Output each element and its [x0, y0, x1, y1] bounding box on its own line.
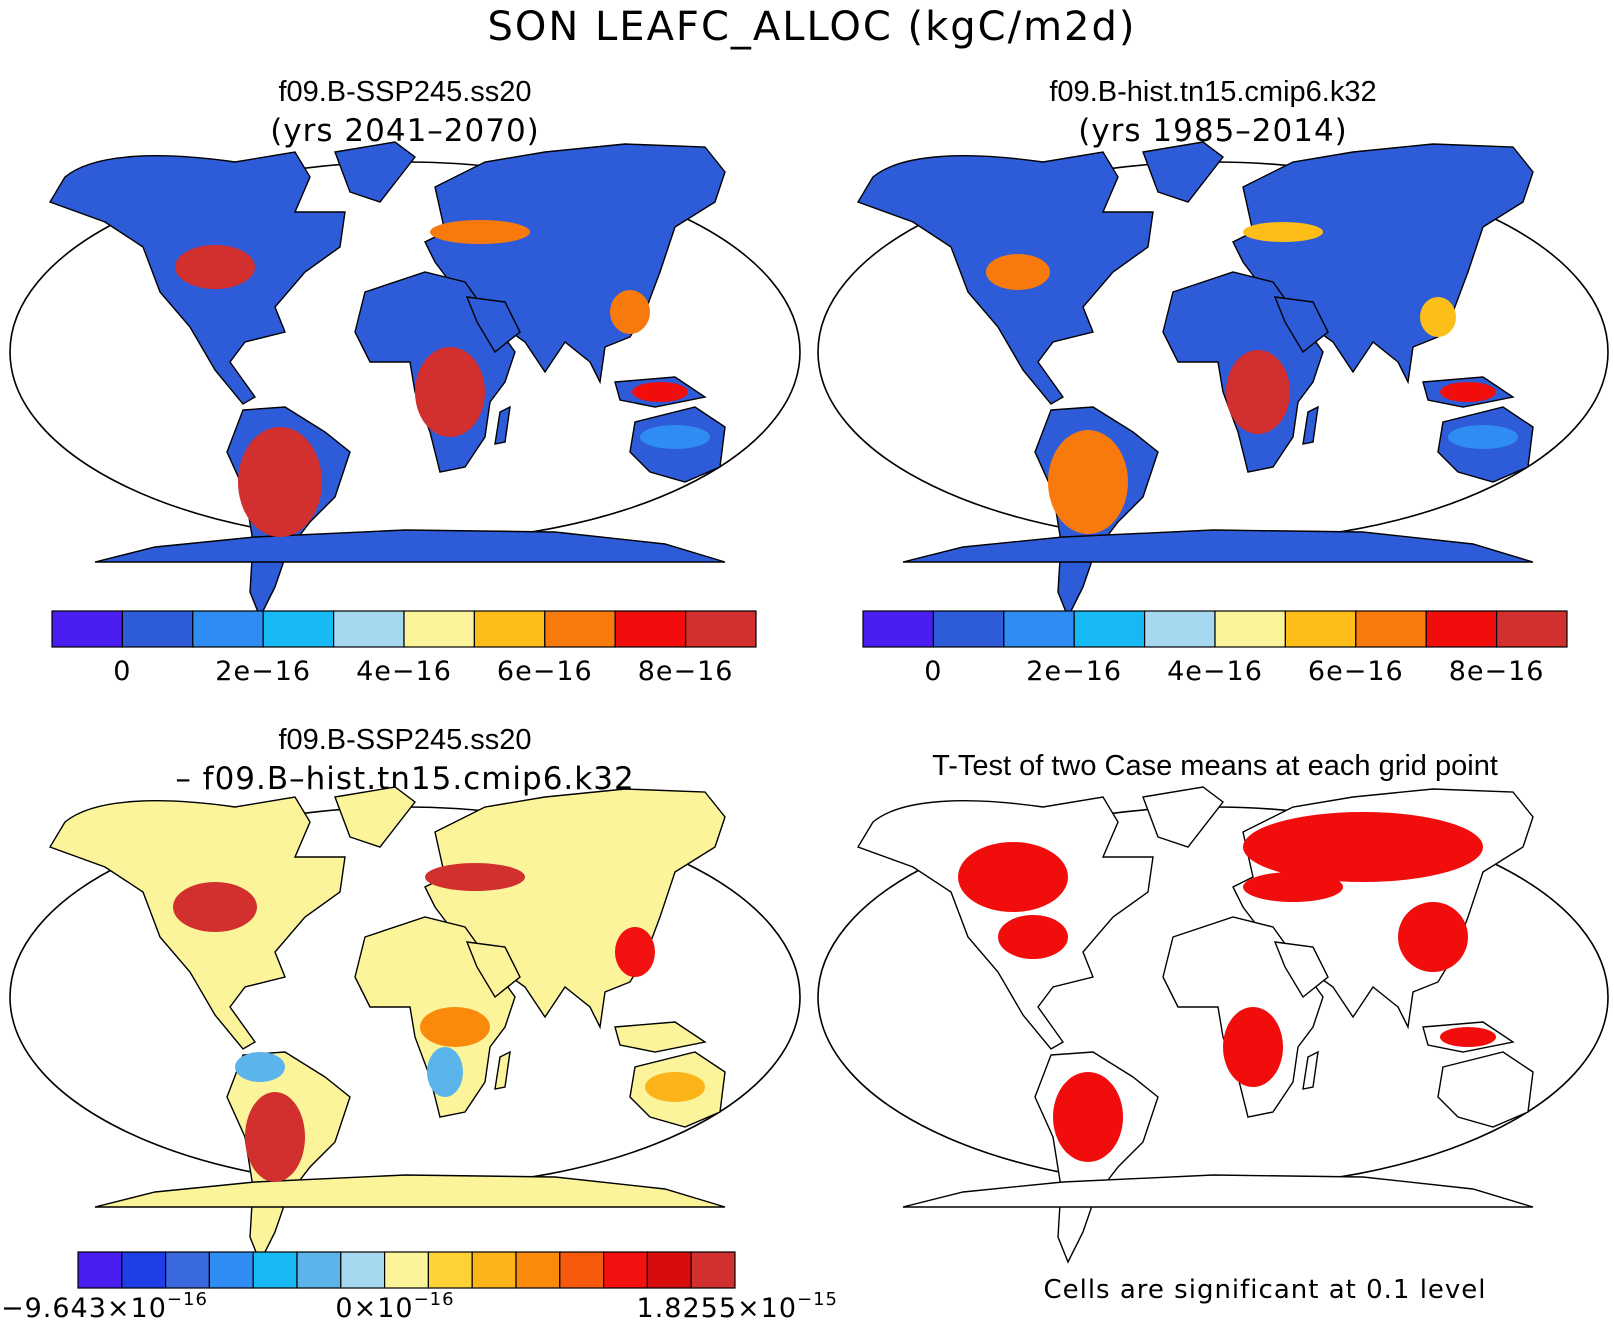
panel-subtitle: (yrs 1985–2014)	[1078, 113, 1348, 149]
colorbar-tick-label: 4e−16	[356, 656, 452, 687]
colorbar-top-left: 0 2e−16 4e−16 6e−16 8e−16	[51, 610, 757, 687]
colorbar-swatch	[262, 610, 335, 648]
colorbar-label-max: 1.8255×10−15	[637, 1289, 838, 1324]
colorbar-swatch	[1495, 610, 1568, 648]
colorbar-swatch	[1284, 610, 1357, 648]
colorbar-swatch	[614, 610, 687, 648]
colorbar-tick-label: 8e−16	[638, 656, 734, 687]
colorbar-swatch	[1003, 610, 1075, 648]
colorbar-swatch	[473, 610, 546, 648]
colorbar-swatch	[192, 610, 264, 648]
figure-title: SON LEAFC_ALLOC (kgC/m2d)	[488, 4, 1137, 50]
colorbar-swatch	[384, 1251, 430, 1289]
colorbar-swatch	[471, 1251, 517, 1289]
panel-title: T-Test of two Case means at each grid po…	[932, 750, 1498, 782]
colorbar-swatch	[932, 610, 1005, 648]
panel-subtitle: (yrs 2041–2070)	[270, 113, 540, 149]
map	[9, 786, 801, 1263]
colorbar-swatch	[208, 1251, 254, 1289]
colorbar-swatch	[252, 1251, 298, 1289]
map	[817, 786, 1609, 1263]
map	[817, 141, 1609, 618]
panel-title: f09.B-SSP245.ss20	[278, 76, 531, 108]
map	[9, 141, 801, 618]
colorbar-labels-bottom-left: −9.643×10−16 0×10−16 1.8255×10−15	[1, 1289, 838, 1324]
colorbar-swatch	[559, 1251, 605, 1289]
colorbar-label-mid: 0×10−16	[335, 1289, 454, 1324]
panel-top-right: f09.B-hist.tn15.cmip6.k32 (yrs 1985–2014…	[817, 76, 1609, 618]
colorbar-swatch	[544, 610, 616, 648]
colorbar-swatch	[333, 610, 405, 648]
colorbar-swatch	[684, 610, 757, 648]
change-regions	[173, 863, 705, 1182]
significant-cells	[958, 812, 1496, 1162]
colorbar-swatch	[77, 1251, 123, 1289]
colorbar-swatch	[403, 610, 476, 648]
colorbar-bottom-left	[77, 1251, 736, 1289]
colorbar-swatch	[165, 1251, 211, 1289]
colorbar-tick-label: 2e−16	[1026, 656, 1122, 687]
colorbar-swatch	[51, 610, 124, 648]
panel-bottom-right: T-Test of two Case means at each grid po…	[817, 750, 1609, 1263]
colorbar-tick-label: 2e−16	[215, 656, 311, 687]
panel-title: f09.B-hist.tn15.cmip6.k32	[1049, 76, 1376, 108]
colorbar-tick-label: 0	[113, 656, 131, 687]
colorbar-swatch	[646, 1251, 692, 1289]
colorbar-swatch	[427, 1251, 473, 1289]
colorbar-swatch	[340, 1251, 386, 1289]
colorbar-swatch	[1143, 610, 1216, 648]
panel-title: f09.B-SSP245.ss20	[278, 724, 531, 756]
colorbar-tick-label: 0	[924, 656, 942, 687]
significance-note: Cells are significant at 0.1 level	[1043, 1275, 1486, 1305]
colorbar-tick-label: 6e−16	[1308, 656, 1404, 687]
colorbar-swatch	[1425, 610, 1498, 648]
colorbar-swatch	[121, 610, 194, 648]
colorbar-swatch	[1355, 610, 1427, 648]
panel-top-left: f09.B-SSP245.ss20 (yrs 2041–2070)	[9, 76, 801, 618]
colorbar-swatch	[1214, 610, 1287, 648]
colorbar-swatch	[690, 1251, 736, 1289]
colorbar-tick-label: 4e−16	[1167, 656, 1263, 687]
colorbar-tick-label: 8e−16	[1449, 656, 1545, 687]
colorbar-tick-label: 6e−16	[497, 656, 593, 687]
panel-subtitle: – f09.B–hist.tn15.cmip6.k32	[175, 761, 634, 797]
colorbar-swatch	[1073, 610, 1146, 648]
warm-regions	[175, 220, 710, 537]
colorbar-swatch	[515, 1251, 561, 1289]
colorbar-swatch	[862, 610, 935, 648]
colorbar-top-right: 0 2e−16 4e−16 6e−16 8e−16	[862, 610, 1568, 687]
colorbar-swatch	[602, 1251, 648, 1289]
colorbar-swatch	[121, 1251, 167, 1289]
colorbar-swatch	[296, 1251, 342, 1289]
panel-bottom-left: f09.B-SSP245.ss20 – f09.B–hist.tn15.cmip…	[9, 724, 801, 1263]
colorbar-label-min: −9.643×10−16	[1, 1289, 208, 1324]
warm-regions	[986, 222, 1518, 534]
